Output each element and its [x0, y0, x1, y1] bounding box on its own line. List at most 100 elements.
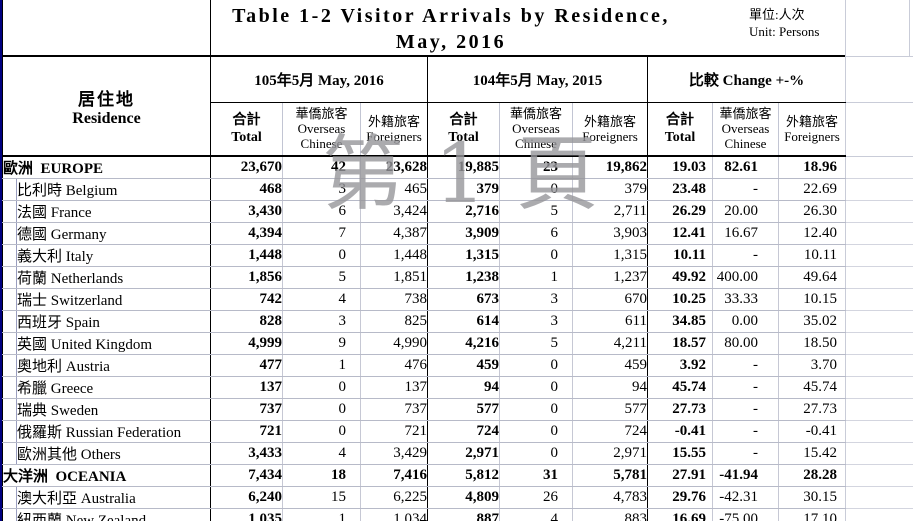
cell-chg-col2: 22.69 [777, 178, 846, 201]
cell-chg-col1: - [712, 244, 779, 267]
subcol-2016-total: 合計 Total [210, 102, 283, 157]
cell-y16-col0: 4,394 [210, 222, 283, 245]
cell-y15-col0: 459 [427, 354, 500, 377]
cell-chg-col2: 30.15 [777, 486, 846, 509]
cell-y15-col2: 4,211 [572, 332, 648, 355]
cell-y16-col0: 828 [210, 310, 283, 333]
cell-y15-col0: 614 [427, 310, 500, 333]
row-label: 瑞士 Switzerland [16, 288, 211, 311]
cell-y15-col0: 2,971 [427, 442, 500, 465]
row-label: 義大利 Italy [16, 244, 211, 267]
cell-y15-col2: 3,903 [572, 222, 648, 245]
row-label: 歐洲其他 Others [16, 442, 211, 465]
cell-y16-col2: 721 [360, 420, 428, 443]
cell-chg-col1: 400.00 [712, 266, 779, 289]
table-row: 紐西蘭 New Zealand 1,035 1 1,034 887 4 883 16.69 -7… [2, 508, 913, 521]
cell-chg-col1: - [712, 354, 779, 377]
indent-cell [2, 486, 17, 509]
cell-chg-col2: 17.10 [777, 508, 846, 521]
residence-header-en: Residence [72, 109, 141, 127]
cell-y16-col1: 0 [282, 420, 361, 443]
cell-y16-col0: 137 [210, 376, 283, 399]
cell-y16-col0: 742 [210, 288, 283, 311]
cell-chg-col1: - [712, 442, 779, 465]
cell-chg-col0: 45.74 [647, 376, 713, 399]
cell-y15-col0: 4,216 [427, 332, 500, 355]
indent-cell [2, 222, 17, 245]
cell-chg-col1: - [712, 398, 779, 421]
cell-y15-col2: 379 [572, 178, 648, 201]
cell-y16-col2: 1,448 [360, 244, 428, 267]
ghost-cell [845, 222, 913, 245]
cell-y15-col1: 3 [499, 310, 573, 333]
cell-chg-col0: -0.41 [647, 420, 713, 443]
indent-cell [2, 376, 17, 399]
cell-y15-col1: 0 [499, 354, 573, 377]
cell-y16-col2: 7,416 [360, 464, 428, 487]
cell-y15-col0: 1,238 [427, 266, 500, 289]
cell-y16-col1: 18 [282, 464, 361, 487]
cell-y15-col1: 5 [499, 332, 573, 355]
cell-y16-col2: 738 [360, 288, 428, 311]
residence-header-zh: 居住地 [78, 89, 135, 109]
table-row: 澳大利亞 Australia 6,240 15 6,225 4,809 26 4,783 29… [2, 486, 913, 509]
cell-y15-col1: 3 [499, 288, 573, 311]
page-title-line1: Table 1-2 Visitor Arrivals by Residence, [232, 5, 670, 27]
cell-y15-col2: 19,862 [572, 155, 648, 179]
row-label: 歐洲 EUROPE [2, 155, 211, 179]
ghost-cell [845, 244, 913, 267]
table-row: 俄羅斯 Russian Federation 721 0 721 724 0 724 -0.4… [2, 420, 913, 443]
cell-chg-col0: 19.03 [647, 155, 713, 179]
cell-y16-col1: 4 [282, 442, 361, 465]
cell-y16-col2: 1,851 [360, 266, 428, 289]
cell-y15-col2: 670 [572, 288, 648, 311]
table-row: 瑞士 Switzerland 742 4 738 673 3 670 10.25 33.33 10… [2, 288, 913, 311]
indent-cell [2, 178, 17, 201]
cell-y15-col2: 577 [572, 398, 648, 421]
cell-y15-col2: 2,971 [572, 442, 648, 465]
row-label: 俄羅斯 Russian Federation [16, 420, 211, 443]
cell-y16-col0: 1,856 [210, 266, 283, 289]
cell-chg-col0: 27.91 [647, 464, 713, 487]
cell-chg-col1: 33.33 [712, 288, 779, 311]
cell-chg-col0: 26.29 [647, 200, 713, 223]
arrivals-table: 居住地 Residence 105年5月 May, 2016 104年5月 Ma… [2, 57, 913, 521]
cell-y16-col1: 1 [282, 354, 361, 377]
ghost-cell [845, 155, 913, 179]
cell-y16-col0: 468 [210, 178, 283, 201]
row-label: 希臘 Greece [16, 376, 211, 399]
cell-chg-col1: -42.31 [712, 486, 779, 509]
cell-y16-col1: 1 [282, 508, 361, 521]
cell-y15-col1: 5 [499, 200, 573, 223]
cell-chg-col1: 16.67 [712, 222, 779, 245]
cell-y15-col1: 4 [499, 508, 573, 521]
cell-y15-col2: 883 [572, 508, 648, 521]
row-label: 法國 France [16, 200, 211, 223]
window-left-edge [0, 0, 2, 521]
group-header-2015: 104年5月 May, 2015 [427, 57, 648, 103]
group-header-change: 比較 Change +-% [646, 57, 846, 103]
cell-chg-col1: -75.00 [712, 508, 779, 521]
cell-chg-col1: 0.00 [712, 310, 779, 333]
ghost-cell [845, 508, 913, 521]
cell-y16-col1: 6 [282, 200, 361, 223]
cell-y16-col2: 23,628 [360, 155, 428, 179]
table-row: 歐洲其他 Others 3,433 4 3,429 2,971 0 2,971 15.55-1… [2, 442, 913, 465]
cell-y15-col1: 1 [499, 266, 573, 289]
cell-y16-col0: 1,448 [210, 244, 283, 267]
table-row: 瑞典 Sweden 737 0 737 577 0 577 27.73-27.73 [2, 398, 913, 421]
indent-cell [2, 354, 17, 377]
cell-chg-col0: 27.73 [647, 398, 713, 421]
cell-y15-col2: 724 [572, 420, 648, 443]
cell-y16-col1: 42 [282, 155, 361, 179]
cell-chg-col2: 3.70 [777, 354, 846, 377]
cell-chg-col1: -41.94 [712, 464, 779, 487]
cell-y16-col0: 7,434 [210, 464, 283, 487]
cell-y16-col2: 737 [360, 398, 428, 421]
table-row: 義大利 Italy 1,448 0 1,448 1,315 0 1,315 10.11-10.… [2, 244, 913, 267]
cell-chg-col1: - [712, 178, 779, 201]
cell-chg-col1: 80.00 [712, 332, 779, 355]
row-label: 瑞典 Sweden [16, 398, 211, 421]
cell-chg-col2: 49.64 [777, 266, 846, 289]
ghost-cell [845, 266, 913, 289]
